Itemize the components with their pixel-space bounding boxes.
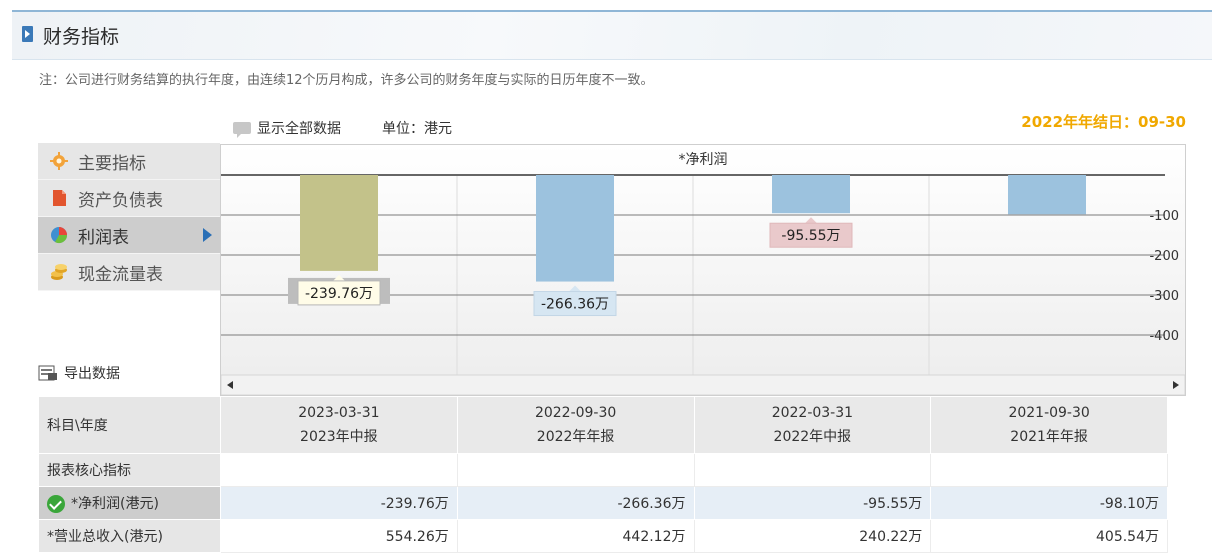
sidebar-item-cash-flow[interactable]: 现金流量表 (38, 254, 220, 291)
sidebar-item-label: 资产负债表 (78, 190, 163, 211)
y-tick-label: -100 (1149, 209, 1179, 224)
chart-bar[interactable] (772, 175, 850, 214)
gear-icon (50, 152, 68, 170)
chart-bar[interactable] (300, 175, 378, 271)
fiscal-note: 注：公司进行财务结算的执行年度，由连续12个历月构成，许多公司的财务年度与实际的… (39, 73, 654, 88)
export-icon (38, 365, 57, 381)
row-label: *营业总收入(港元) (38, 519, 221, 553)
sidebar-item-label: 主要指标 (78, 153, 146, 174)
data-label: -266.36万 (541, 297, 609, 313)
data-label: -95.55万 (781, 228, 840, 244)
sidebar-item-label: 利润表 (78, 227, 129, 248)
check-icon (47, 495, 65, 513)
table-cell: -266.36万 (456, 486, 695, 520)
table-row[interactable]: *营业总收入(港元) 554.26万 442.12万 240.22万 405.5… (38, 519, 1168, 553)
show-all-data-toggle[interactable]: 显示全部数据 (233, 118, 341, 138)
document-icon (53, 190, 66, 206)
chevron-right-icon (203, 228, 212, 242)
sidebar-item-balance-sheet[interactable]: 资产负债表 (38, 180, 220, 217)
data-label-pointer (569, 285, 581, 292)
row-label: *净利润(港元) (38, 486, 221, 520)
financial-table: 科目\年度 2023-03-31 2023年中报 2022-09-30 2022年年… (38, 396, 1168, 553)
chart-bar[interactable] (1008, 175, 1086, 215)
chart-canvas: *净利润 -100 -200 -300 -400 -239.76万 -266.36万 -95… (221, 145, 1185, 395)
data-label-box (297, 280, 381, 306)
sidebar-item-label: 现金流量表 (78, 264, 163, 285)
sidebar-item-main-indicators[interactable]: 主要指标 (38, 143, 220, 180)
coins-icon (51, 264, 67, 280)
column-header[interactable]: 2022-03-31 2022年中报 (693, 396, 932, 454)
table-cell: 442.12万 (456, 519, 695, 553)
data-label-pointer (333, 274, 345, 281)
export-label: 导出数据 (64, 366, 120, 382)
column-header[interactable]: 2023-03-31 2023年中报 (220, 396, 458, 454)
page-title: 财务指标 (43, 26, 120, 48)
section-label: 报表核心指标 (38, 453, 221, 487)
net-profit-chart: *净利润 -100 -200 -300 -400 -239.76万 -266.36万 -95… (220, 144, 1186, 396)
scroll-left-button[interactable] (227, 381, 233, 389)
data-label-pointer (805, 217, 817, 224)
chart-title: *净利润 (679, 152, 728, 168)
table-corner-header: 科目\年度 (38, 396, 221, 454)
column-header[interactable]: 2021-09-30 2021年年报 (930, 396, 1168, 454)
y-tick-label: -300 (1149, 289, 1179, 304)
section-header: 财务指标 (12, 10, 1212, 60)
table-cell: 240.22万 (693, 519, 932, 553)
sidebar: 主要指标 资产负债表 利润表 现金流量表 (38, 143, 220, 291)
sidebar-item-income-statement[interactable]: 利润表 (38, 217, 220, 254)
export-data-button[interactable]: 导出数据 (38, 363, 120, 383)
column-header[interactable]: 2022-09-30 2022年年报 (456, 396, 695, 454)
y-tick-label: -400 (1149, 329, 1179, 344)
data-label-box (533, 291, 617, 317)
scroll-right-button[interactable] (1173, 381, 1179, 389)
comment-bubble-icon (233, 122, 251, 138)
section-marker-icon (22, 26, 33, 42)
table-cell: -95.55万 (693, 486, 932, 520)
unit-label: 单位：港元 (382, 121, 452, 137)
table-cell: 405.54万 (930, 519, 1168, 553)
data-label: -239.76万 (305, 286, 373, 302)
fiscal-year-end: 2022年年结日：09-30 (1021, 113, 1186, 131)
table-cell: 554.26万 (220, 519, 458, 553)
pie-chart-icon (51, 227, 68, 244)
chart-bar[interactable] (536, 175, 614, 282)
table-cell: -98.10万 (930, 486, 1168, 520)
show-all-label: 显示全部数据 (257, 121, 341, 137)
data-label-box (769, 222, 853, 248)
table-row[interactable]: *净利润(港元) -239.76万 -266.36万 -95.55万 -98.1… (38, 486, 1168, 520)
y-tick-label: -200 (1149, 249, 1179, 264)
table-cell: -239.76万 (220, 486, 458, 520)
